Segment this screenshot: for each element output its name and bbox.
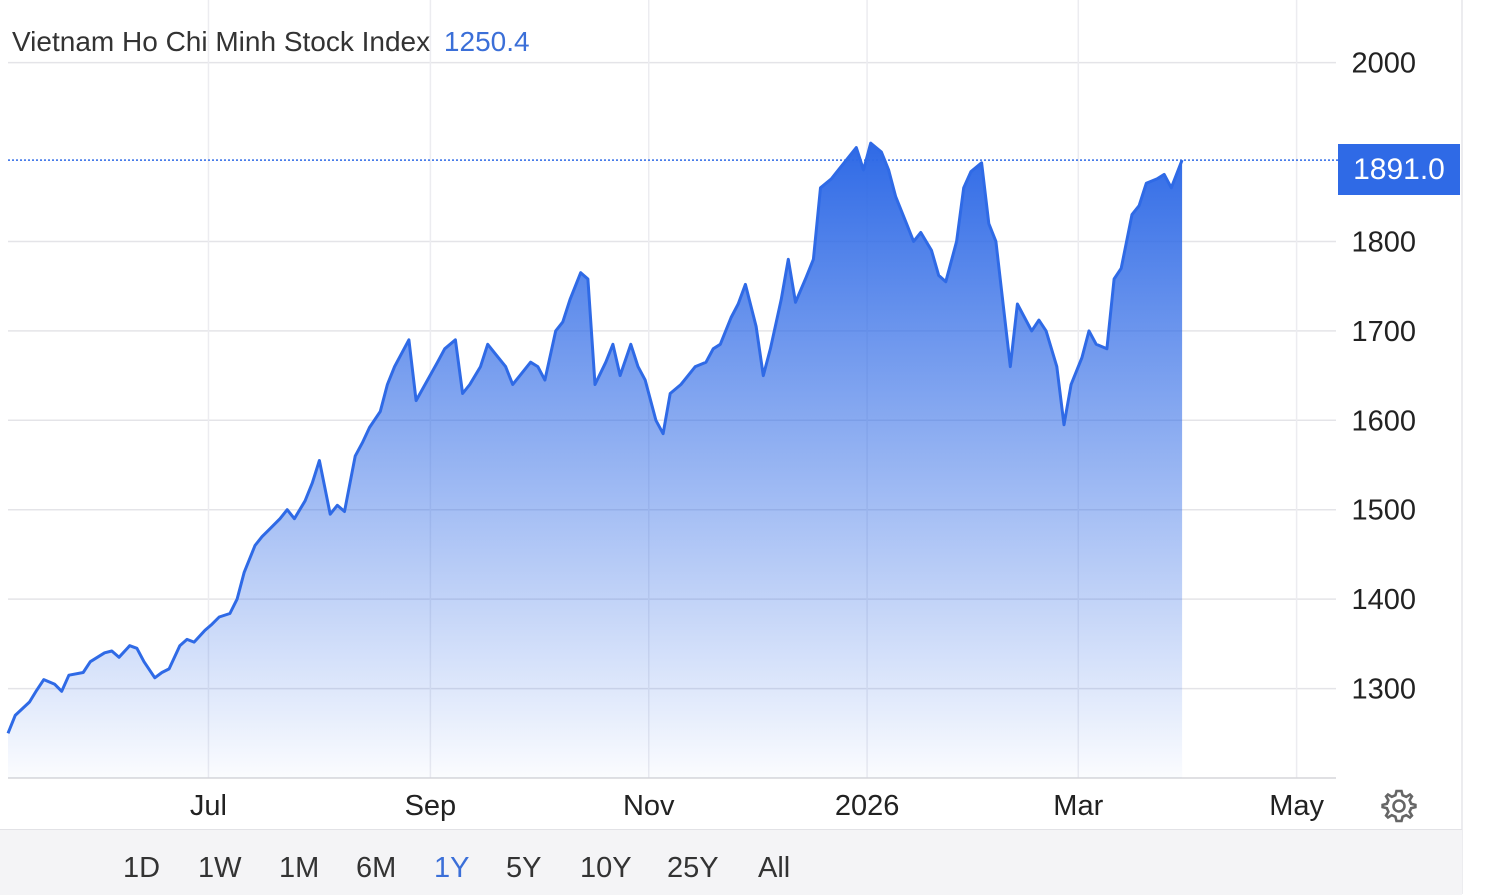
y-tick-label: 1400 [1351,584,1416,616]
gear-icon [1381,789,1417,823]
range-button-25y[interactable]: 25Y [667,852,719,884]
y-tick-label: 1700 [1351,316,1416,348]
range-button-5y[interactable]: 5Y [506,852,542,884]
series-area [8,143,1183,779]
y-tick-label: 1500 [1351,495,1416,527]
chart-title-text: Vietnam Ho Chi Minh Stock Index [12,26,431,57]
last-value-badge: 1891.0 [1338,144,1460,195]
x-tick-label: Nov [623,790,675,822]
range-button-1w[interactable]: 1W [198,852,242,884]
x-tick-label: Sep [405,790,457,822]
x-axis-ticks: Jul Sep Nov 2026 Mar May [190,790,1325,822]
y-tick-label: 2000 [1351,48,1416,80]
x-tick-label: Mar [1053,790,1103,822]
y-tick-label: 1600 [1351,405,1416,437]
range-button-1d[interactable]: 1D [123,852,161,884]
y-tick-label: 1300 [1351,674,1416,706]
range-button-10y[interactable]: 10Y [580,852,632,884]
chart-title-value: 1250.4 [443,26,530,57]
range-button-1m[interactable]: 1M [279,852,320,884]
x-tick-label: May [1269,790,1324,822]
range-button-all[interactable]: All [758,852,791,884]
y-tick-label: 1800 [1351,226,1416,258]
range-button-6m[interactable]: 6M [356,852,397,884]
x-tick-label: 2026 [835,790,900,822]
time-range-bar: 1D 1W 1M 6M 1Y 5Y 10Y 25Y All [0,829,1462,895]
y-axis-ticks: 2000 1800 1700 1600 1500 1400 1300 [1351,48,1416,706]
x-tick-label: Jul [190,790,227,822]
series-line [6,141,1184,734]
settings-button[interactable] [1380,787,1418,825]
chart-title: Vietnam Ho Chi Minh Stock Index 1250.4 [12,26,530,58]
range-button-1y[interactable]: 1Y [434,852,470,884]
